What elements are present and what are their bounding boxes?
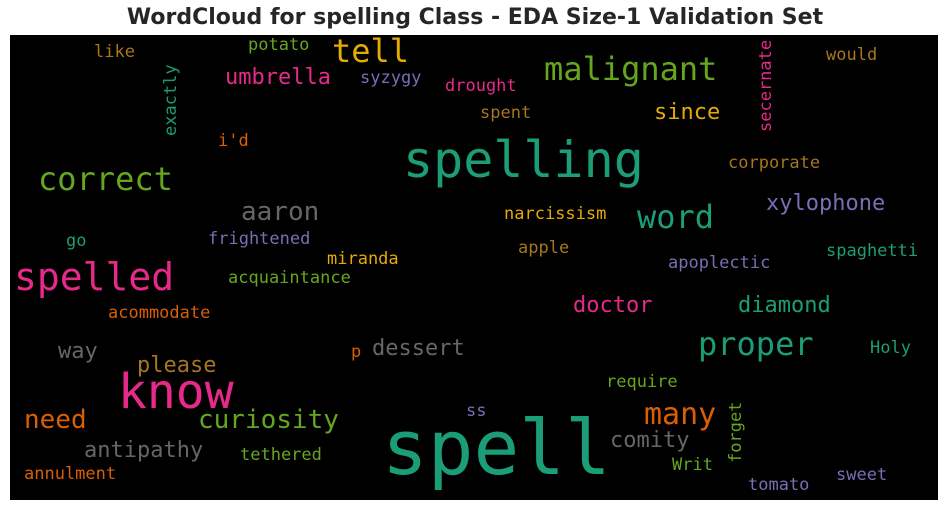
word-secernate: secernate — [756, 39, 776, 132]
word-umbrella: umbrella — [225, 65, 331, 90]
word-holy: Holy — [870, 338, 911, 358]
word-diamond: diamond — [738, 293, 831, 318]
word-spelling: spelling — [403, 131, 644, 189]
word-i-d: i'd — [218, 131, 249, 151]
word-many: many — [644, 397, 717, 432]
word-writ: Writ — [672, 455, 713, 475]
word-acommodate: acommodate — [108, 303, 211, 323]
word-proper: proper — [698, 325, 814, 363]
word-potato: potato — [248, 35, 310, 55]
word-miranda: miranda — [327, 249, 399, 269]
word-would: would — [826, 45, 878, 65]
word-word: word — [637, 198, 715, 236]
word-tethered: tethered — [240, 445, 322, 465]
word-go: go — [66, 231, 87, 251]
word-please: please — [137, 353, 217, 378]
word-narcissism: narcissism — [504, 204, 607, 224]
word-since: since — [654, 100, 721, 125]
word-exactly: exactly — [161, 64, 181, 136]
word-malignant: malignant — [544, 50, 718, 88]
word-comity: comity — [610, 428, 690, 453]
word-spell: spell — [382, 403, 611, 492]
word-correct: correct — [38, 160, 173, 198]
word-xylophone: xylophone — [766, 191, 886, 216]
word-annulment: annulment — [24, 464, 117, 484]
word-forget: forget — [726, 401, 746, 463]
word-sweet: sweet — [836, 465, 888, 485]
word-need: need — [24, 405, 87, 435]
word-syzygy: syzygy — [360, 68, 422, 88]
word-antipathy: antipathy — [84, 438, 204, 463]
word-cloud-canvas: spell spelling know spelled correct malignant… — [10, 35, 938, 500]
word-curiosity: curiosity — [198, 405, 339, 435]
word-doctor: doctor — [573, 293, 653, 318]
word-spaghetti: spaghetti — [826, 241, 919, 261]
word-aaron: aaron — [241, 197, 320, 227]
word-tomato: tomato — [748, 475, 810, 495]
word-apple: apple — [518, 238, 570, 258]
word-p: p — [351, 342, 362, 362]
word-like: like — [94, 42, 135, 62]
word-way: way — [58, 339, 98, 364]
word-corporate: corporate — [728, 153, 821, 173]
word-dessert: dessert — [372, 336, 465, 361]
chart-title: WordCloud for spelling Class - EDA Size-… — [126, 5, 824, 30]
word-acquaintance: acquaintance — [228, 268, 351, 288]
word-spent: spent — [480, 103, 532, 123]
word-know: know — [118, 364, 234, 420]
word-apoplectic: apoplectic — [668, 253, 771, 273]
word-require: require — [606, 372, 678, 392]
word-tell: tell — [332, 35, 410, 70]
word-drought: drought — [445, 76, 517, 96]
word-spelled: spelled — [14, 255, 175, 299]
word-ss: ss — [466, 401, 487, 421]
word-frightened: frightened — [208, 229, 311, 249]
